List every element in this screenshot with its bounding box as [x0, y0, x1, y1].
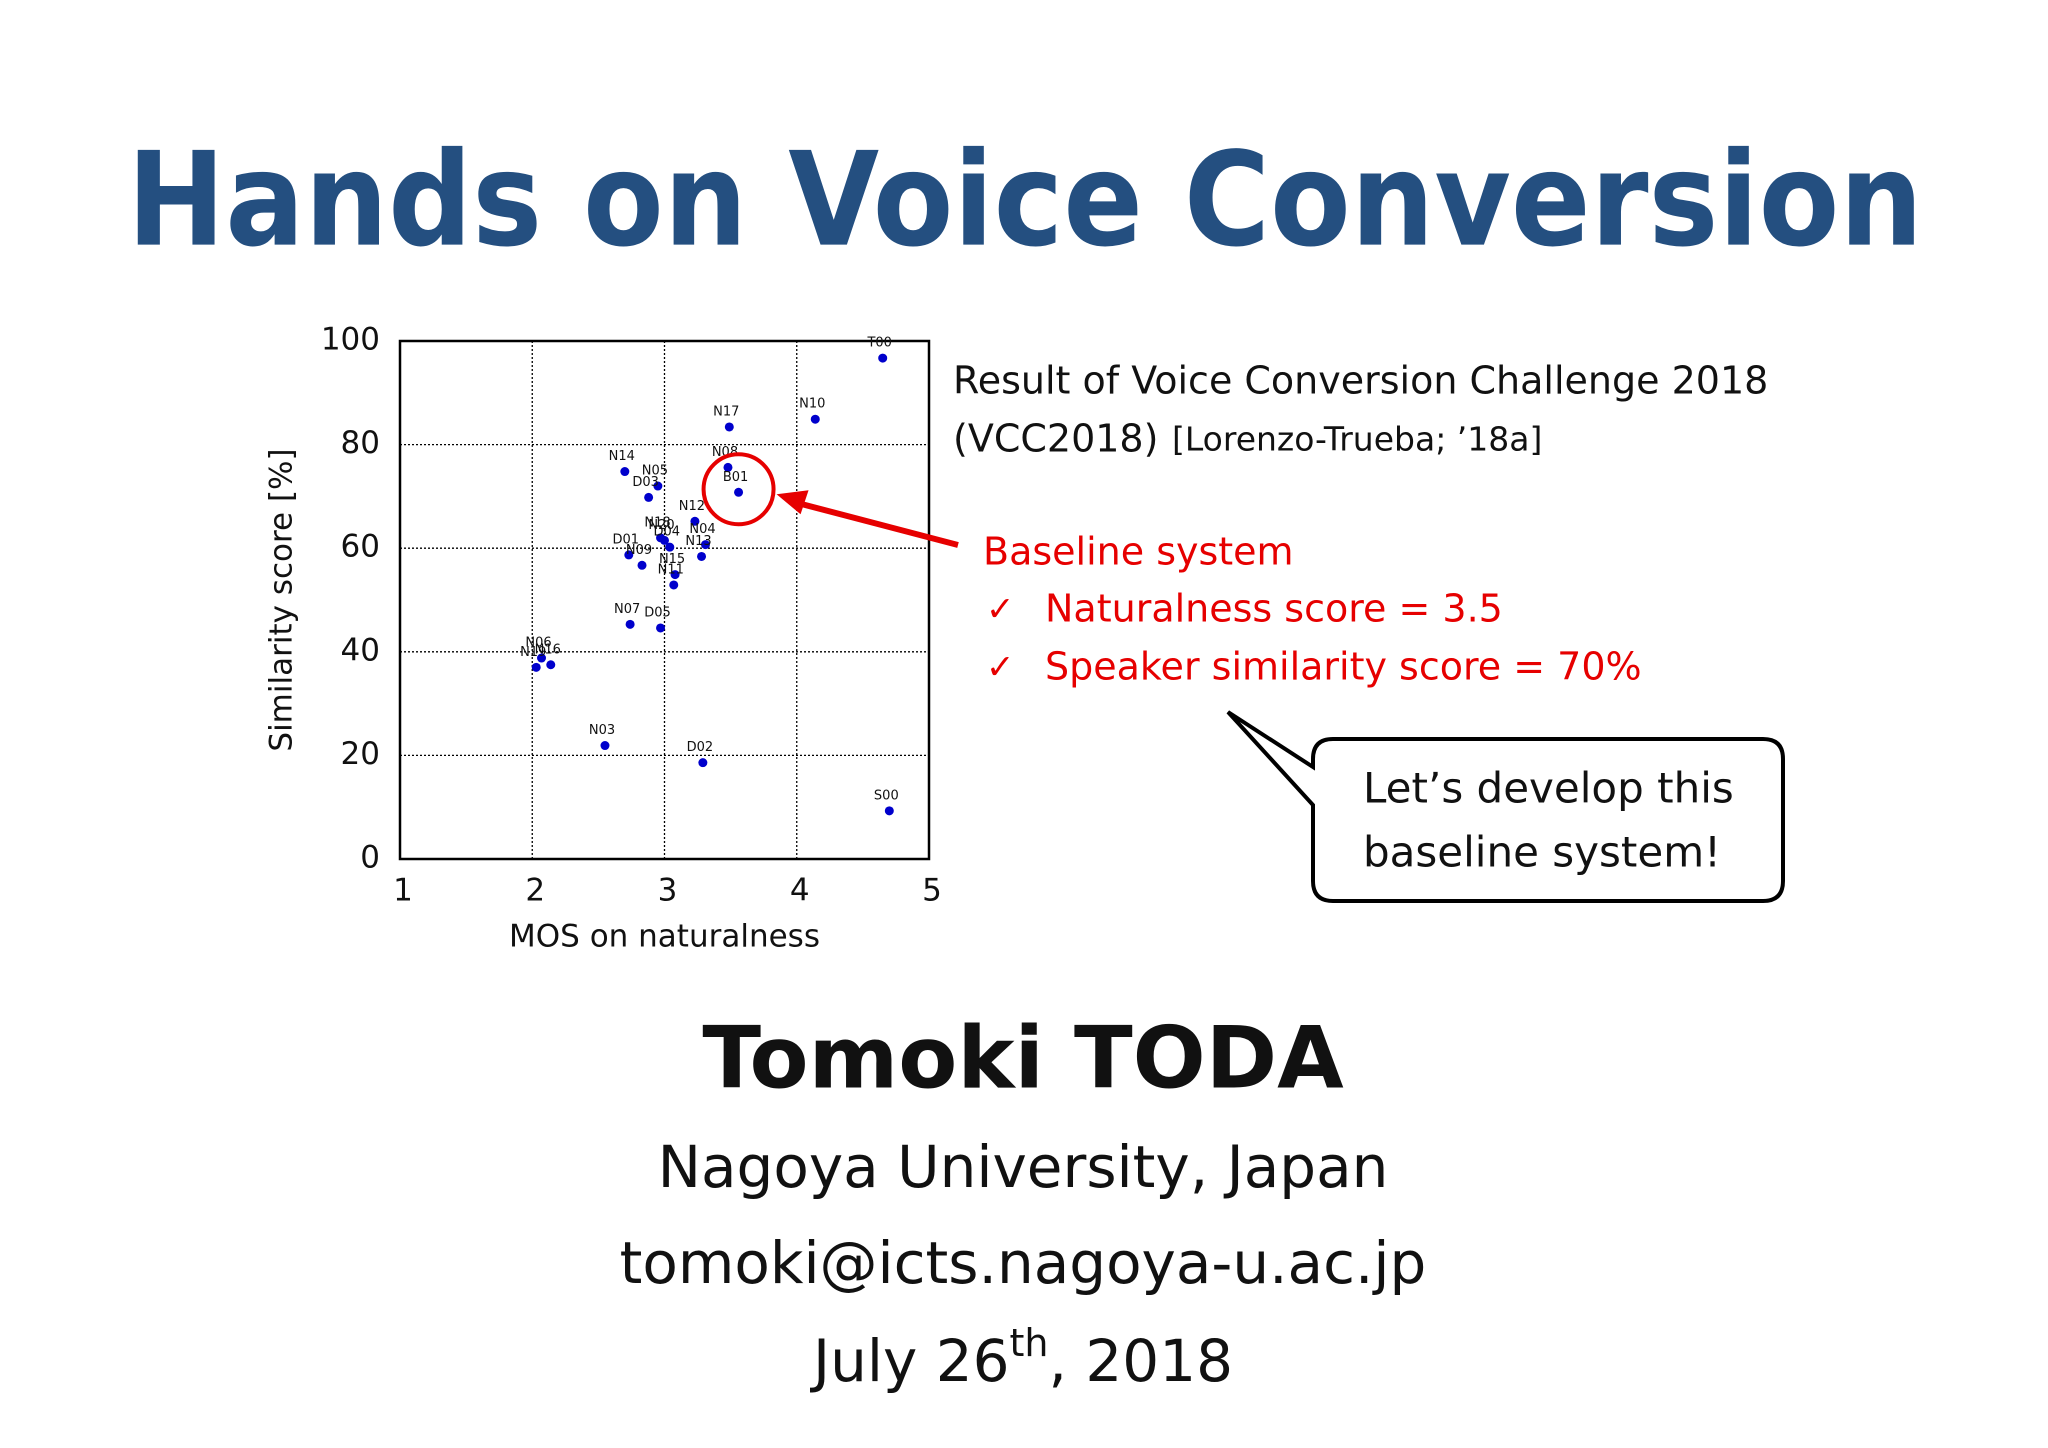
data-point — [637, 560, 647, 570]
point-label: N05 — [642, 464, 668, 479]
point-label: N12 — [679, 499, 705, 514]
caption: (VCC2018) — [953, 417, 1158, 461]
data-point — [537, 653, 547, 663]
baseline-heading: Baseline system — [983, 530, 1294, 574]
bubble-text: baseline system! — [1363, 828, 1721, 877]
point-label: B01 — [723, 470, 748, 485]
date-part: , 2018 — [1049, 1327, 1233, 1395]
point-label: N14 — [609, 449, 635, 464]
point-label: N09 — [626, 543, 652, 558]
affiliation: Nagoya University, Japan — [658, 1133, 1389, 1201]
highlight-ring — [701, 452, 776, 527]
point-label: N07 — [614, 602, 640, 617]
point-label: D01 — [613, 532, 640, 547]
x-tick-label: 5 — [922, 873, 942, 909]
caption: Result of Voice Conversion Challenge 201… — [953, 359, 1768, 403]
data-point — [884, 806, 894, 816]
data-point — [669, 580, 679, 590]
data-point — [810, 414, 820, 424]
date: July 26th, 2018 — [810, 1321, 1233, 1396]
author: Tomoki TODA — [702, 1008, 1344, 1108]
check-mark: ✓ — [986, 590, 1015, 630]
point-label: T00 — [866, 336, 891, 351]
data-point — [878, 353, 888, 363]
data-point — [600, 741, 610, 751]
y-tick-label: 40 — [341, 632, 380, 668]
point-label: N15 — [659, 552, 685, 567]
data-point — [697, 551, 707, 561]
point-label: N17 — [713, 404, 739, 419]
y-tick-label: 0 — [360, 840, 380, 876]
point-label: N06 — [525, 636, 551, 651]
data-point — [531, 662, 541, 672]
baseline-point: Speaker similarity score = 70% — [1045, 645, 1642, 689]
data-point — [734, 487, 744, 497]
point-label: N10 — [799, 397, 825, 412]
point-label: S00 — [874, 788, 899, 803]
point-label: N03 — [589, 723, 615, 738]
data-point — [665, 542, 675, 552]
y-tick-label: 80 — [341, 425, 380, 461]
data-point — [656, 623, 666, 633]
data-point — [660, 535, 669, 545]
date-sup: th — [1010, 1321, 1049, 1365]
point-label: N13 — [685, 534, 711, 549]
caption-ref: [Lorenzo-Trueba; ’18a] — [1172, 420, 1542, 459]
plot-frame — [398, 339, 931, 861]
email: tomoki@icts.nagoya-u.ac.jp — [620, 1229, 1427, 1297]
point-label: D04 — [654, 525, 681, 540]
data-point — [700, 540, 710, 550]
data-point — [624, 550, 634, 560]
data-point — [653, 481, 663, 491]
x-tick-label: 3 — [658, 873, 678, 909]
point-label: D03 — [632, 475, 659, 490]
baseline-point: Naturalness score = 3.5 — [1045, 587, 1503, 631]
y-tick-label: 20 — [341, 736, 380, 772]
y-tick-label: 60 — [341, 529, 380, 565]
data-point — [644, 492, 654, 502]
slide-title: Hands on Voice Conversion — [127, 124, 1923, 276]
x-tick-label: 4 — [790, 873, 810, 909]
y-tick-label: 100 — [321, 322, 380, 358]
x-tick-label: 1 — [393, 873, 413, 909]
point-label: D02 — [687, 740, 714, 755]
data-point — [546, 660, 556, 670]
x-axis-label: MOS on naturalness — [509, 919, 820, 955]
point-label: N20 — [648, 518, 674, 533]
point-label: D05 — [644, 605, 671, 620]
date-part: July 26 — [810, 1327, 1010, 1395]
data-point — [698, 758, 708, 768]
bubble-text: Let’s develop this — [1363, 764, 1734, 813]
point-label: N16 — [535, 642, 561, 657]
point-label: N04 — [689, 522, 715, 537]
check-mark: ✓ — [986, 648, 1015, 688]
data-point — [724, 422, 734, 432]
data-point — [625, 619, 635, 629]
y-axis-label: Similarity score [%] — [264, 448, 300, 751]
arrow-shaft — [797, 500, 959, 548]
speech-bubble — [1226, 710, 1785, 903]
data-point — [670, 570, 680, 580]
data-point — [620, 467, 630, 477]
point-label: N19 — [520, 645, 546, 660]
point-label: N11 — [658, 562, 684, 577]
arrow-head — [776, 490, 809, 515]
data-point — [723, 462, 733, 472]
x-tick-label: 2 — [525, 873, 545, 909]
data-point — [690, 516, 700, 526]
point-label: N18 — [644, 515, 670, 530]
